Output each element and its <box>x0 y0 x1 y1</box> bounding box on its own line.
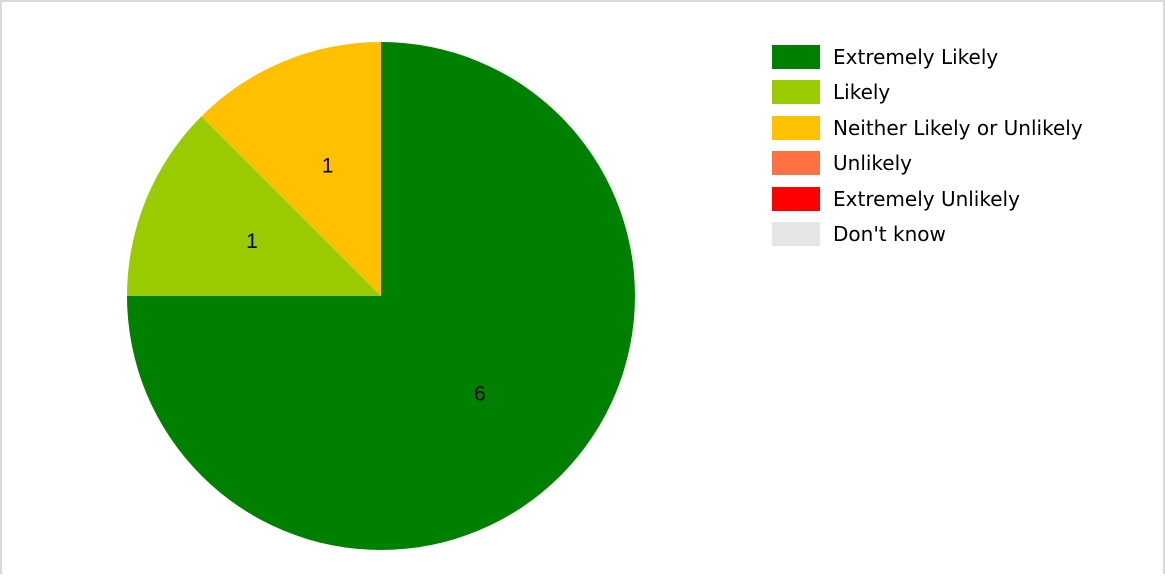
data-label-neither-likely-or-unlikely: 1 <box>322 154 334 177</box>
pie-slice-neither-likely-or-unlikely <box>201 42 381 296</box>
legend-label: Neither Likely or Unlikely <box>833 115 1083 140</box>
legend-item-extremely-likely: Extremely Likely <box>772 40 1162 74</box>
legend-swatch <box>772 221 820 246</box>
legend-swatch <box>772 115 820 140</box>
legend-item-likely: Likely <box>772 75 1162 109</box>
legend-swatch <box>772 151 820 176</box>
legend-item-unlikely: Unlikely <box>772 146 1162 180</box>
legend-label: Likely <box>833 80 891 105</box>
legend-item-don-t-know: Don't know <box>772 217 1162 251</box>
chart-legend: Extremely Likely Likely Neither Likely or … <box>772 40 1162 252</box>
data-label-extremely-likely: 6 <box>474 382 486 405</box>
legend-label: Extremely Unlikely <box>833 186 1020 211</box>
legend-item-extremely-unlikely: Extremely Unlikely <box>772 182 1162 216</box>
legend-label: Unlikely <box>833 151 912 176</box>
legend-item-neither-likely-or-unlikely: Neither Likely or Unlikely <box>772 111 1162 145</box>
legend-swatch <box>772 45 820 69</box>
legend-swatch <box>772 80 820 105</box>
legend-swatch <box>772 186 820 211</box>
pie-slice-likely <box>127 116 381 297</box>
legend-label: Extremely Likely <box>833 45 999 69</box>
legend-label: Don't know <box>833 221 946 246</box>
data-label-likely: 1 <box>246 230 258 253</box>
